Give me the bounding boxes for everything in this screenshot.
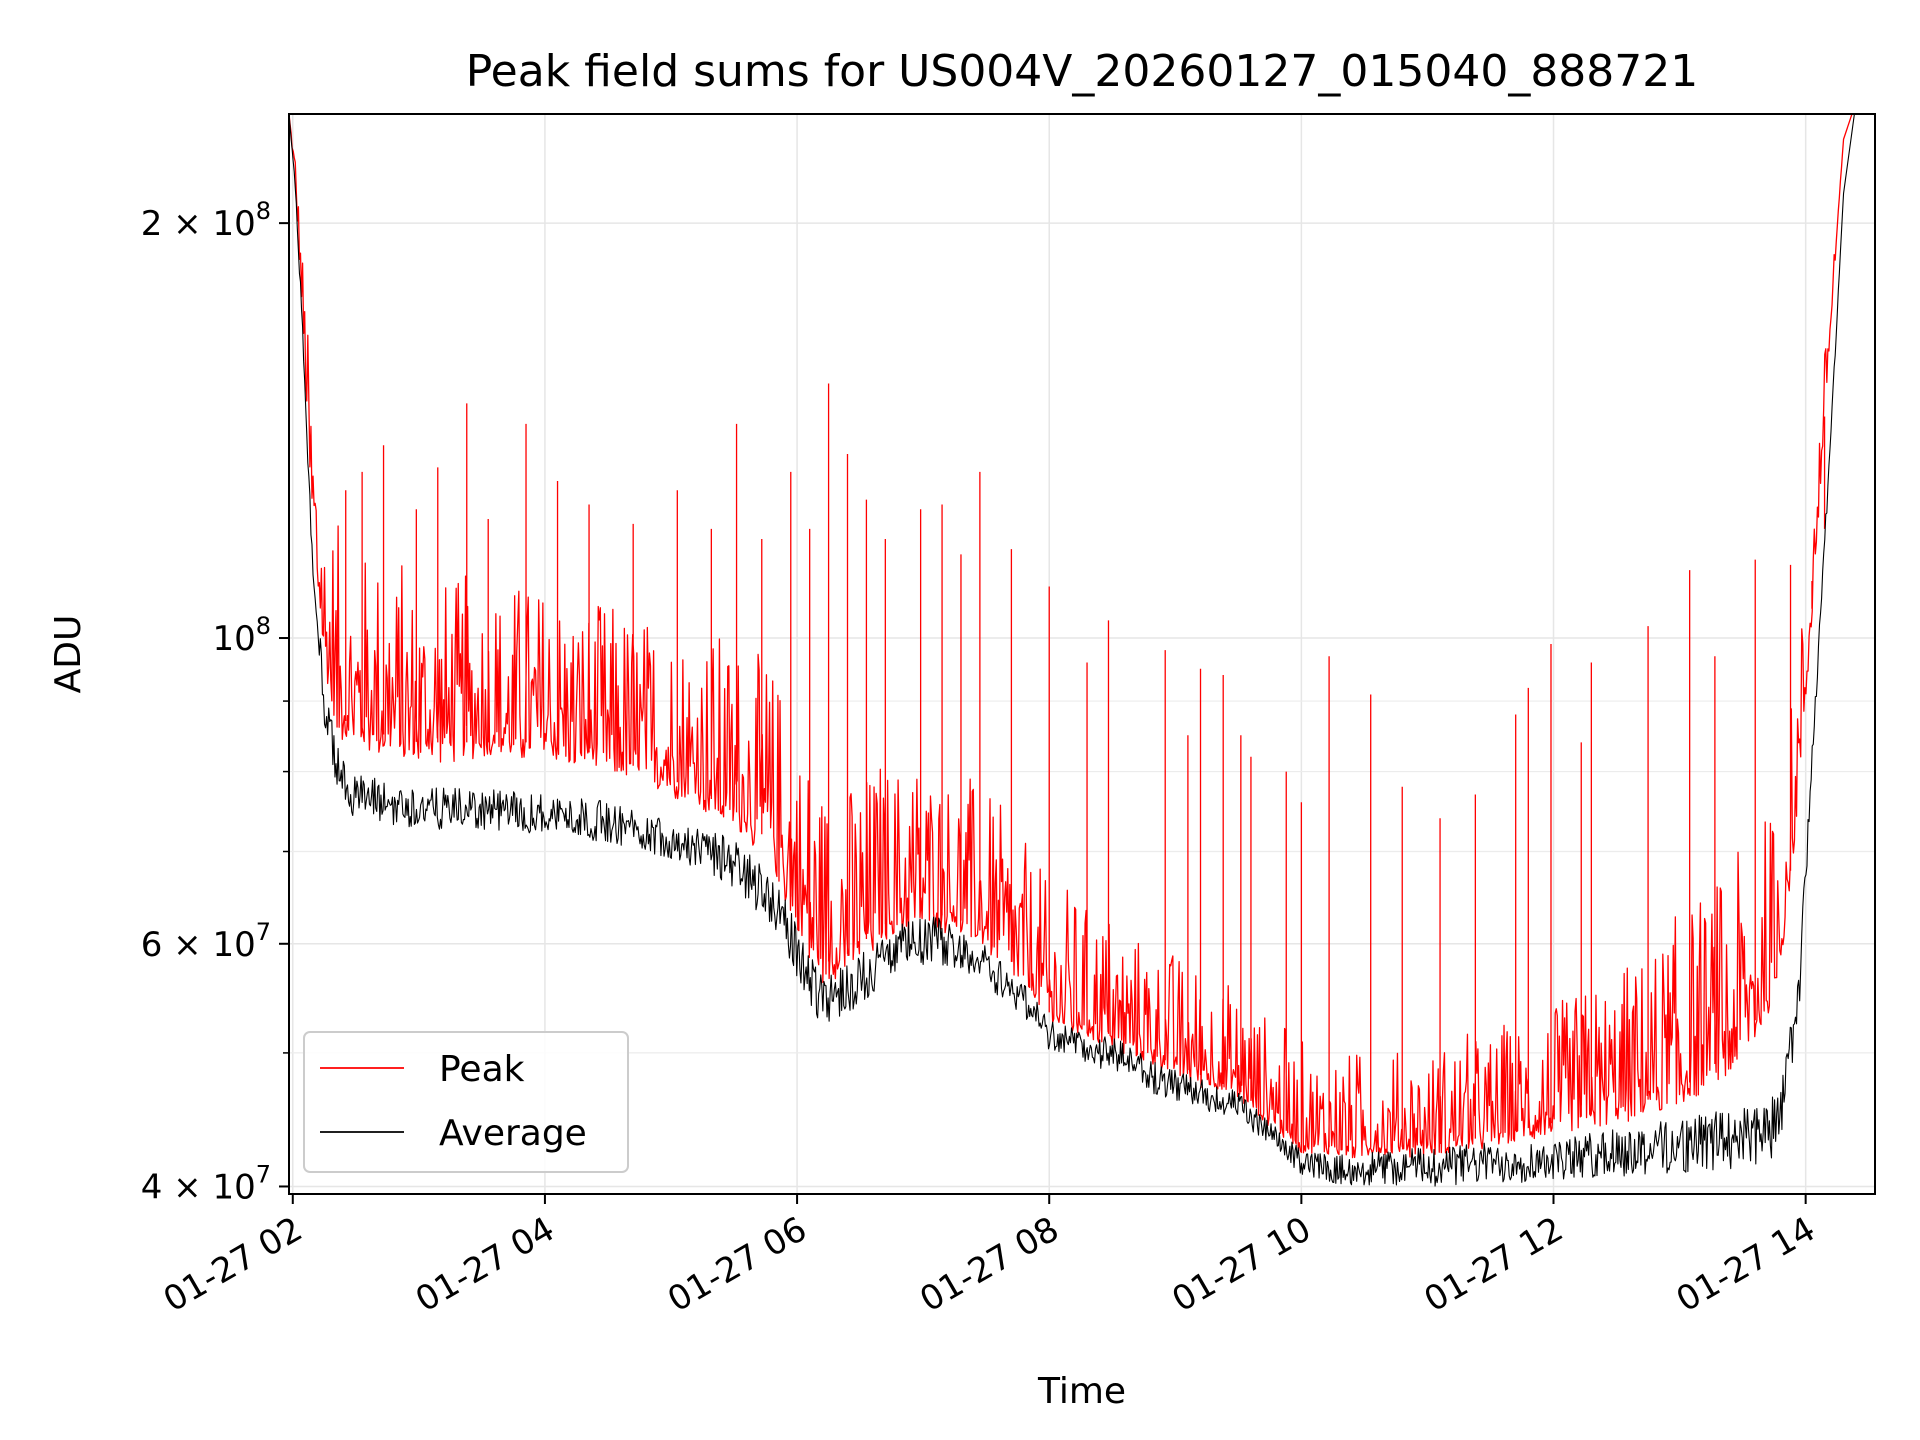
y-tick-label: 4 × 107: [141, 1160, 271, 1207]
y-axis: 4 × 107 6 × 107 108 2 × 108: [141, 197, 289, 1207]
plot-frame: [288, 113, 1876, 1195]
y-tick-label: 2 × 108: [141, 197, 271, 244]
y-tick-label: 6 × 107: [141, 918, 271, 965]
y-tick-label: 108: [212, 612, 271, 659]
legend-label-average: Average: [439, 1113, 587, 1154]
legend-label-peak: Peak: [439, 1049, 525, 1090]
y-axis-label: ADU: [48, 615, 89, 694]
plot-area: [289, 114, 1855, 1187]
series-line-average: [289, 114, 1855, 1187]
legend: Peak Average: [303, 1031, 629, 1173]
legend-box: [303, 1031, 629, 1173]
x-axis-label: Time: [1037, 1371, 1126, 1412]
chart-title: Peak field sums for US004V_20260127_0150…: [466, 46, 1699, 97]
